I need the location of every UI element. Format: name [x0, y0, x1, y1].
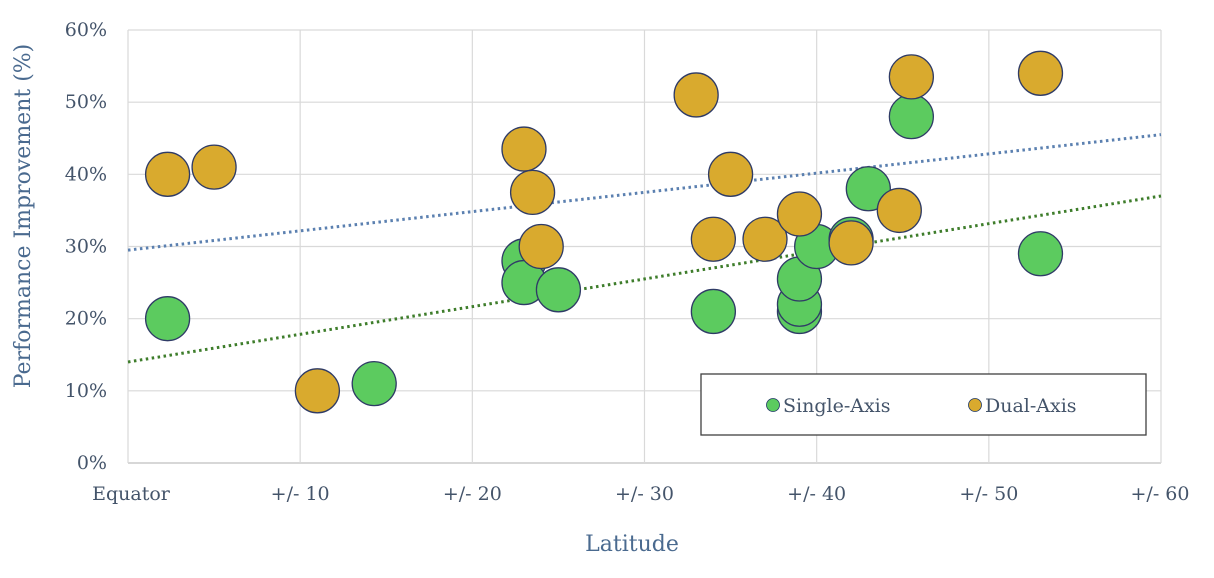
y-tick-label: 60%	[65, 19, 107, 41]
x-axis-tick-labels: Equator +/- 10 +/- 20 +/- 30 +/- 40 +/- 50 +/-…	[92, 483, 1189, 505]
point-dual-axis	[501, 126, 547, 172]
y-axis-tick-labels: 0% 10% 20% 30% 40% 50% 60%	[65, 19, 107, 474]
point-dual-axis	[294, 368, 341, 414]
x-tick-label: +/- 60	[1131, 483, 1190, 505]
y-tick-label: 50%	[65, 91, 107, 113]
point-single-axis	[888, 93, 935, 140]
x-tick-label: +/- 10	[271, 483, 330, 505]
data-points	[144, 50, 1064, 414]
legend-label-single-axis: Single-Axis	[783, 395, 891, 417]
point-single-axis	[351, 360, 397, 407]
point-single-axis	[1017, 231, 1064, 277]
y-tick-label: 10%	[65, 380, 107, 402]
x-tick-label: +/- 40	[787, 483, 846, 505]
legend-label-dual-axis: Dual-Axis	[985, 395, 1077, 417]
point-dual-axis	[828, 220, 874, 266]
trendline-single-axis	[127, 194, 1162, 364]
point-dual-axis	[144, 151, 191, 197]
trendlines	[127, 133, 1162, 364]
point-single-axis	[535, 267, 582, 313]
x-tick-label: +/- 50	[959, 483, 1018, 505]
point-dual-axis	[888, 54, 935, 100]
point-single-axis	[144, 296, 191, 342]
y-tick-label: 0%	[77, 452, 107, 474]
point-dual-axis	[707, 151, 754, 197]
point-dual-axis	[673, 72, 719, 118]
point-dual-axis	[1017, 50, 1064, 96]
trendline-dual-axis	[127, 133, 1162, 252]
point-dual-axis	[518, 223, 564, 270]
x-axis-title: Latitude	[585, 532, 679, 557]
y-tick-label: 20%	[65, 308, 107, 330]
y-axis-title: Performance Improvement (%)	[11, 44, 36, 389]
point-single-axis	[690, 288, 737, 335]
gridlines	[127, 29, 1162, 464]
legend: Single-Axis Dual-Axis	[700, 373, 1147, 436]
legend-marker-dual-axis	[968, 398, 982, 412]
point-dual-axis	[509, 169, 556, 216]
x-tick-label: +/- 30	[615, 483, 674, 505]
x-tick-label: Equator	[92, 483, 171, 505]
point-dual-axis	[776, 191, 823, 237]
point-dual-axis	[876, 187, 922, 234]
y-tick-label: 30%	[65, 236, 107, 258]
point-dual-axis	[690, 216, 737, 262]
y-tick-label: 40%	[65, 163, 107, 185]
point-dual-axis	[191, 144, 237, 190]
point-dual-axis	[742, 216, 788, 262]
legend-marker-single-axis	[766, 398, 780, 412]
x-tick-label: +/- 20	[443, 483, 502, 505]
